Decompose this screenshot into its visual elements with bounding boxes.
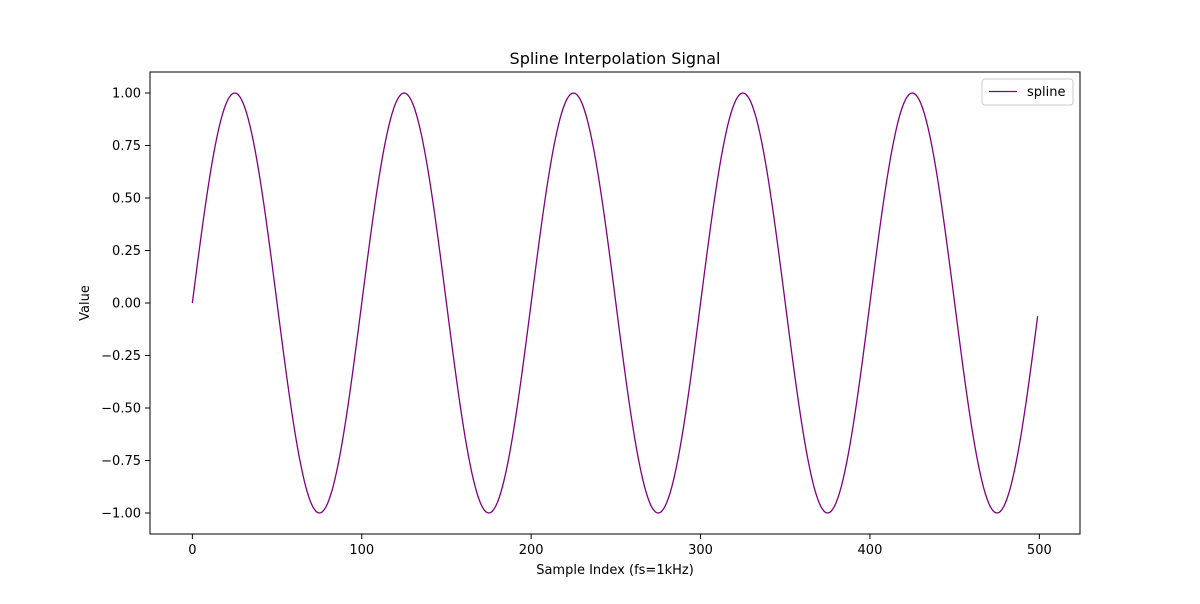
legend-box <box>981 78 1074 106</box>
y-tick-label: −0.50 <box>101 402 141 417</box>
plot-area <box>191 92 1039 514</box>
series-line-spline <box>191 92 1039 514</box>
y-tick-label: 1.00 <box>112 87 141 102</box>
x-tick-label: 400 <box>858 543 883 558</box>
y-tick-label: 0.00 <box>112 297 141 312</box>
y-tick-label: 0.75 <box>112 139 141 154</box>
y-tick-label: −0.25 <box>101 349 141 364</box>
x-tick-label: 0 <box>188 543 196 558</box>
x-tick-label: 200 <box>519 543 544 558</box>
legend: spline <box>981 78 1074 106</box>
x-axis-title: Sample Index (fs=1kHz) <box>536 563 694 578</box>
y-axis-title: Value <box>78 285 93 321</box>
legend-label-spline: spline <box>1027 85 1066 100</box>
x-axis-ticks: 0 100 200 300 400 500 <box>188 534 1052 558</box>
y-tick-label: 0.25 <box>112 244 141 259</box>
y-tick-label: −0.75 <box>101 454 141 469</box>
y-axis-ticks: 1.00 0.75 0.50 0.25 0.00 −0.25 −0.50 −0.75 −1.00 <box>101 87 150 522</box>
y-tick-label: 0.50 <box>112 192 141 207</box>
x-tick-label: 100 <box>349 543 374 558</box>
chart-title: Spline Interpolation Signal <box>510 49 721 68</box>
x-tick-label: 500 <box>1027 543 1052 558</box>
y-tick-label: −1.00 <box>101 507 141 522</box>
x-tick-label: 300 <box>688 543 713 558</box>
